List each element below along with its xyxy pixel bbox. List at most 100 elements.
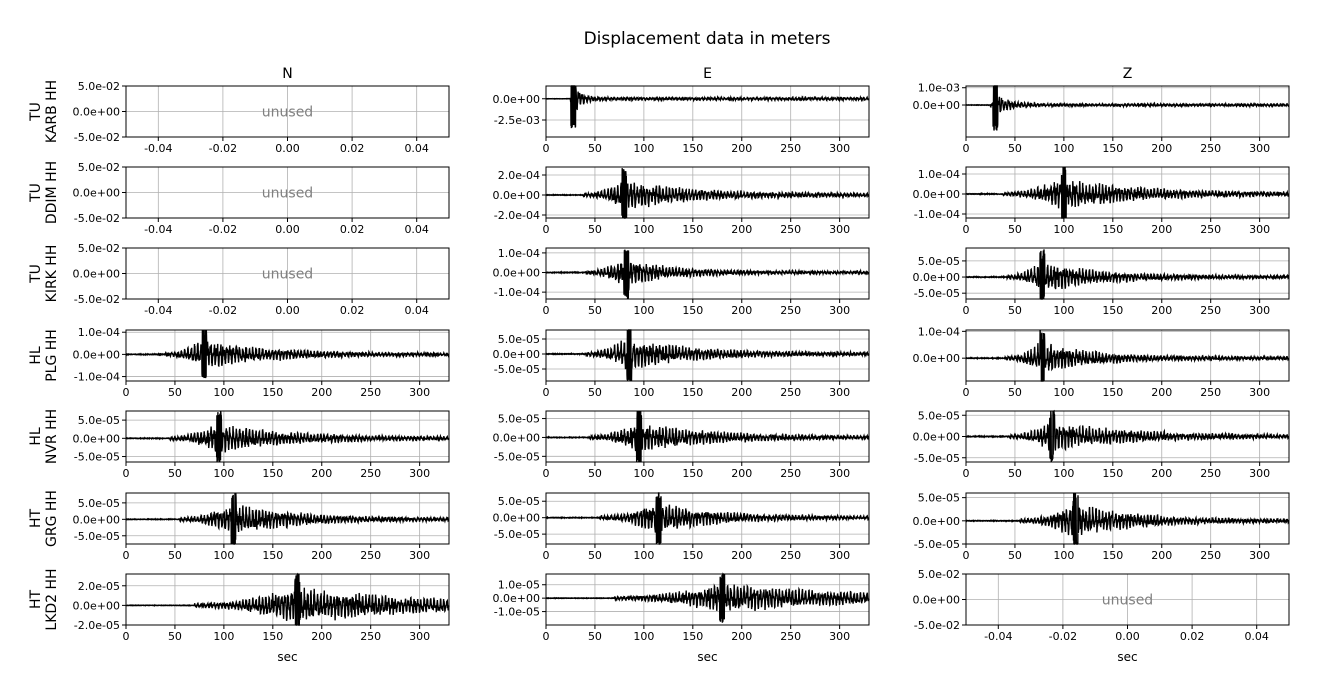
x-tick-label: 100: [1053, 467, 1074, 480]
x-tick-label: 50: [1008, 467, 1022, 480]
x-tick-label: 250: [360, 549, 381, 562]
unused-label: unused: [1102, 593, 1153, 609]
y-tick-label: 0.0e+00: [493, 267, 540, 280]
x-tick-label: 150: [682, 630, 703, 643]
axes-frame: [125, 573, 450, 626]
y-tick-label: 5.0e-02: [78, 242, 120, 255]
y-tick-label: 5.0e-05: [918, 409, 960, 422]
x-tick-label: 0: [963, 386, 970, 399]
y-tick-label: 0.0e+00: [493, 431, 540, 444]
row-label-network: HT: [28, 590, 44, 610]
x-tick-label: -0.02: [209, 142, 237, 155]
row-label-station: DDIM HH: [44, 161, 60, 224]
x-tick-label: 250: [1200, 223, 1221, 236]
x-tick-label: 300: [829, 467, 850, 480]
y-tick-label: 5.0e-05: [918, 255, 960, 268]
x-tick-label: 100: [213, 630, 234, 643]
x-tick-label: 0.00: [275, 304, 300, 317]
y-tick-label: -5.0e-02: [74, 131, 120, 144]
row-label-network: HT: [28, 509, 44, 529]
x-tick-label: 0: [123, 549, 130, 562]
x-tick-label: 200: [731, 223, 752, 236]
axes-frame: [125, 166, 450, 219]
x-tick-label: 0.04: [404, 304, 429, 317]
x-tick-label: 250: [360, 386, 381, 399]
x-tick-label: 50: [588, 549, 602, 562]
axes-frame: [545, 410, 870, 463]
x-tick-label: 50: [588, 142, 602, 155]
x-tick-label: 200: [1151, 386, 1172, 399]
y-tick-label: -5.0e-05: [74, 530, 120, 543]
x-tick-label: 100: [1053, 223, 1074, 236]
y-tick-label: 0.0e+00: [913, 99, 960, 112]
x-tick-label: 150: [1102, 386, 1123, 399]
row-label-station: KARB HH: [44, 80, 60, 143]
x-axis-label: sec: [1117, 650, 1137, 664]
row-label-karb: TU KARB HH: [28, 80, 60, 143]
y-tick-label: -5.0e-05: [494, 528, 540, 541]
x-tick-label: 0.02: [1180, 630, 1205, 643]
x-tick-label: 200: [311, 467, 332, 480]
x-tick-label: 250: [1200, 549, 1221, 562]
y-tick-label: -1.0e-04: [74, 371, 120, 384]
y-tick-label: 1.0e-04: [918, 168, 960, 181]
x-tick-label: 250: [780, 467, 801, 480]
x-tick-label: 100: [633, 386, 654, 399]
x-tick-label: 200: [731, 304, 752, 317]
x-tick-label: 100: [633, 304, 654, 317]
row-label-station: GRG HH: [44, 490, 60, 547]
panel-r5-n: 0 50 100 150 200 250 300 5.0e-05 0.0e+00 -5.0e-05: [73, 492, 450, 562]
x-tick-label: 150: [1102, 304, 1123, 317]
x-tick-label: 50: [1008, 549, 1022, 562]
waveform-trace: [125, 329, 450, 379]
x-tick-label: 0: [963, 467, 970, 480]
x-tick-label: 100: [633, 142, 654, 155]
row-label-station: KIRK HH: [44, 245, 60, 303]
y-tick-label: 5.0e-05: [78, 497, 120, 510]
panel-r5-z: 0 50 100 150 200 250 300 5.0e-05 0.0e+00 -5.0e-05: [913, 492, 1290, 562]
waveform-trace: [965, 329, 1290, 382]
x-tick-label: 0: [123, 467, 130, 480]
axes-frame: [965, 573, 1290, 626]
x-tick-label: 0: [543, 304, 550, 317]
x-tick-label: 100: [1053, 142, 1074, 155]
x-tick-label: 250: [1200, 304, 1221, 317]
x-tick-label: 200: [311, 386, 332, 399]
y-tick-label: -5.0e-02: [914, 619, 960, 632]
x-tick-label: 0: [123, 386, 130, 399]
y-tick-label: -5.0e-05: [914, 287, 960, 300]
y-tick-label: 5.0e-05: [498, 333, 540, 346]
y-tick-label: 0.0e+00: [913, 271, 960, 284]
row-label-ddim: TU DDIM HH: [28, 161, 60, 224]
panel-r6-n: 0 50 100 150 200 250 300 2.0e-05 0.0e+00 -2.0e-05…: [73, 572, 450, 664]
y-tick-label: 0.0e+00: [913, 431, 960, 444]
waveform-trace: [965, 409, 1290, 463]
y-tick-label: 5.0e-05: [498, 413, 540, 426]
x-tick-label: 0.02: [340, 223, 365, 236]
y-tick-label: 5.0e-05: [78, 414, 120, 427]
column-title-e: E: [703, 66, 712, 82]
x-tick-label: 300: [829, 304, 850, 317]
y-tick-label: 0.0e+00: [73, 599, 120, 612]
unused-label: unused: [262, 267, 313, 283]
waveform-trace: [965, 166, 1290, 219]
x-tick-label: 150: [682, 549, 703, 562]
row-label-network: HL: [28, 346, 44, 365]
axes-frame: [545, 247, 870, 300]
y-tick-label: 0.0e+00: [73, 348, 120, 361]
x-tick-label: 200: [1151, 467, 1172, 480]
axes-frame: [965, 166, 1290, 219]
x-tick-label: 100: [633, 630, 654, 643]
x-tick-label: 0.00: [275, 223, 300, 236]
waveform-trace: [545, 492, 870, 545]
axes-frame: [545, 573, 870, 626]
column-title-z: Z: [1123, 66, 1133, 82]
row-label-lkd2: HT LKD2 HH: [28, 568, 60, 630]
x-tick-label: -0.02: [209, 223, 237, 236]
y-tick-label: 5.0e-02: [918, 568, 960, 581]
x-axis-label: sec: [277, 650, 297, 664]
row-label-nvr: HL NVR HH: [28, 409, 60, 464]
x-tick-label: 0: [543, 467, 550, 480]
x-tick-label: 300: [829, 223, 850, 236]
x-tick-label: 250: [1200, 467, 1221, 480]
